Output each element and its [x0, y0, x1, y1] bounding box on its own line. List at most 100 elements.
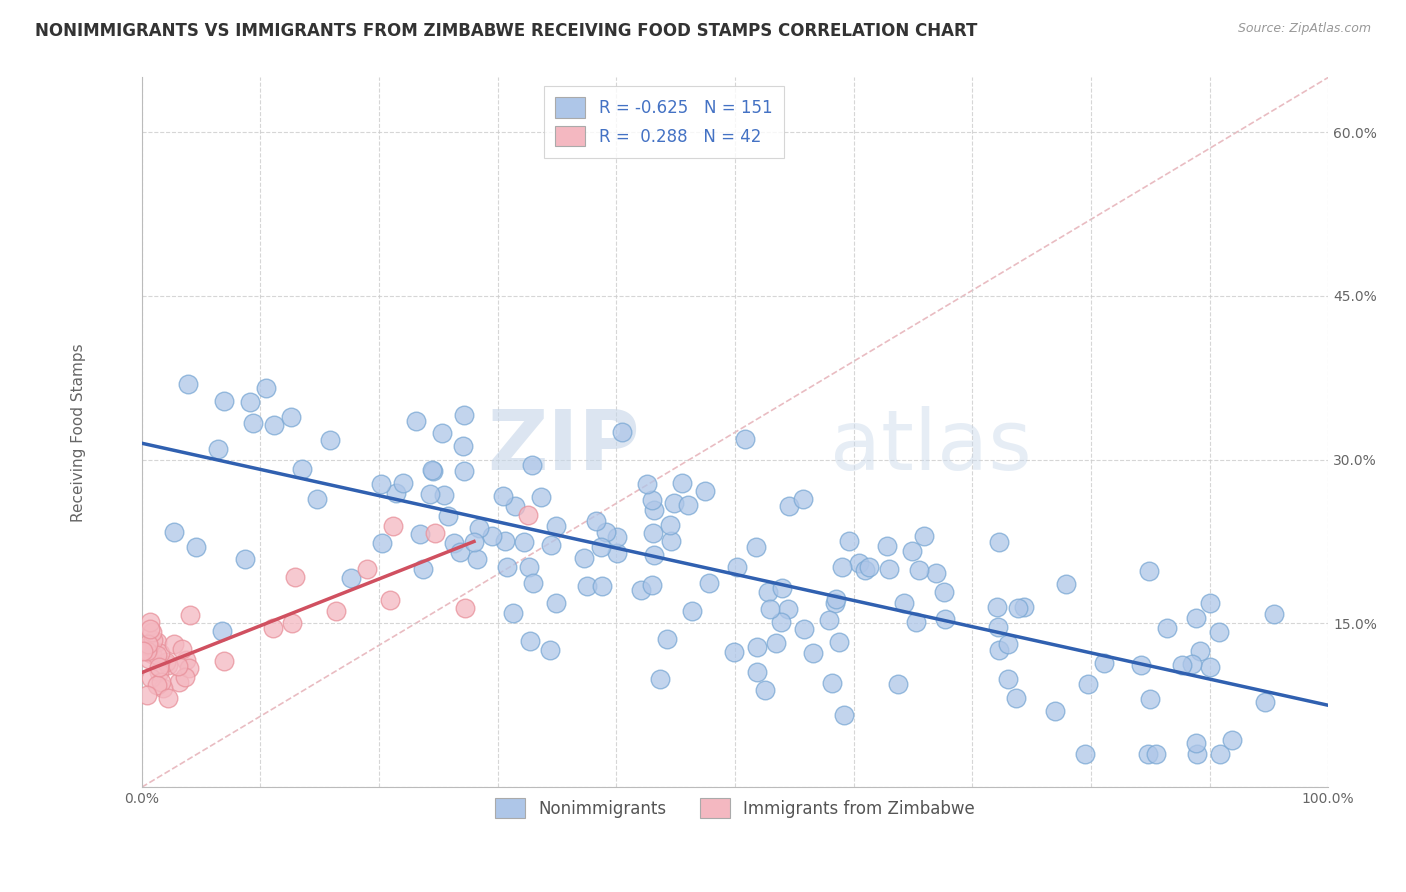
Point	[430, 426, 453, 441]
Point	[503, 499, 526, 513]
Point	[887, 677, 910, 691]
Point	[1045, 704, 1067, 718]
Point	[382, 519, 405, 533]
Point	[468, 521, 491, 535]
Point	[141, 625, 163, 640]
Point	[1199, 596, 1222, 610]
Point	[149, 646, 172, 660]
Point	[1222, 732, 1244, 747]
Point	[643, 548, 665, 562]
Point	[1185, 736, 1208, 750]
Point	[280, 409, 302, 424]
Point	[142, 633, 165, 648]
Point	[146, 678, 169, 692]
Point	[754, 682, 776, 697]
Point	[697, 576, 720, 591]
Point	[370, 477, 392, 491]
Point	[831, 560, 853, 574]
Point	[136, 688, 159, 702]
Point	[1130, 658, 1153, 673]
Point	[817, 613, 839, 627]
Point	[520, 458, 543, 472]
Point	[177, 661, 200, 675]
Point	[157, 657, 180, 672]
Point	[481, 529, 503, 543]
Point	[1137, 747, 1160, 762]
Point	[138, 651, 160, 665]
Point	[412, 562, 434, 576]
Point	[1007, 600, 1029, 615]
Point	[877, 562, 900, 576]
Point	[912, 529, 935, 543]
Point	[325, 604, 347, 618]
Point	[934, 612, 956, 626]
Point	[384, 486, 406, 500]
Point	[1144, 747, 1167, 762]
Point	[853, 563, 876, 577]
Point	[659, 533, 682, 548]
Point	[1254, 695, 1277, 709]
Point	[284, 570, 307, 584]
Point	[262, 621, 284, 635]
Point	[832, 707, 855, 722]
Point	[423, 526, 446, 541]
Point	[141, 671, 163, 685]
Point	[778, 500, 800, 514]
Point	[606, 546, 628, 560]
Point	[821, 676, 844, 690]
Point	[792, 491, 814, 506]
Text: Source: ZipAtlas.com: Source: ZipAtlas.com	[1237, 22, 1371, 36]
Point	[170, 641, 193, 656]
Point	[770, 581, 793, 595]
Point	[370, 536, 392, 550]
Point	[540, 538, 562, 552]
Point	[745, 665, 768, 679]
Point	[1005, 690, 1028, 705]
Point	[893, 596, 915, 610]
Point	[1076, 677, 1098, 691]
Point	[591, 579, 613, 593]
Point	[184, 541, 207, 555]
Y-axis label: Receiving Food Stamps: Receiving Food Stamps	[72, 343, 86, 522]
Point	[658, 518, 681, 533]
Point	[1054, 576, 1077, 591]
Point	[640, 493, 662, 508]
Point	[517, 508, 540, 523]
Point	[148, 665, 170, 679]
Point	[263, 417, 285, 432]
Point	[1185, 611, 1208, 625]
Legend: Nonimmigrants, Immigrants from Zimbabwe: Nonimmigrants, Immigrants from Zimbabwe	[488, 791, 981, 825]
Point	[380, 593, 402, 607]
Point	[572, 550, 595, 565]
Point	[934, 584, 956, 599]
Point	[156, 691, 179, 706]
Point	[987, 620, 1010, 634]
Point	[492, 490, 515, 504]
Point	[1209, 747, 1232, 762]
Point	[606, 530, 628, 544]
Point	[291, 461, 314, 475]
Point	[318, 433, 340, 447]
Point	[908, 563, 931, 577]
Text: NONIMMIGRANTS VS IMMIGRANTS FROM ZIMBABWE RECEIVING FOOD STAMPS CORRELATION CHAR: NONIMMIGRANTS VS IMMIGRANTS FROM ZIMBABW…	[35, 22, 977, 40]
Point	[454, 601, 477, 615]
Point	[242, 416, 264, 430]
Point	[212, 393, 235, 408]
Point	[280, 616, 302, 631]
Point	[1187, 747, 1209, 762]
Point	[356, 562, 378, 576]
Point	[538, 643, 561, 657]
Point	[723, 645, 745, 659]
Point	[765, 635, 787, 649]
Point	[1014, 599, 1036, 614]
Point	[1208, 624, 1230, 639]
Point	[636, 476, 658, 491]
Point	[139, 615, 162, 630]
Point	[391, 476, 413, 491]
Point	[988, 535, 1011, 549]
Point	[443, 536, 465, 550]
Point	[433, 488, 456, 502]
Point	[152, 681, 174, 695]
Point	[655, 632, 678, 647]
Point	[453, 439, 475, 453]
